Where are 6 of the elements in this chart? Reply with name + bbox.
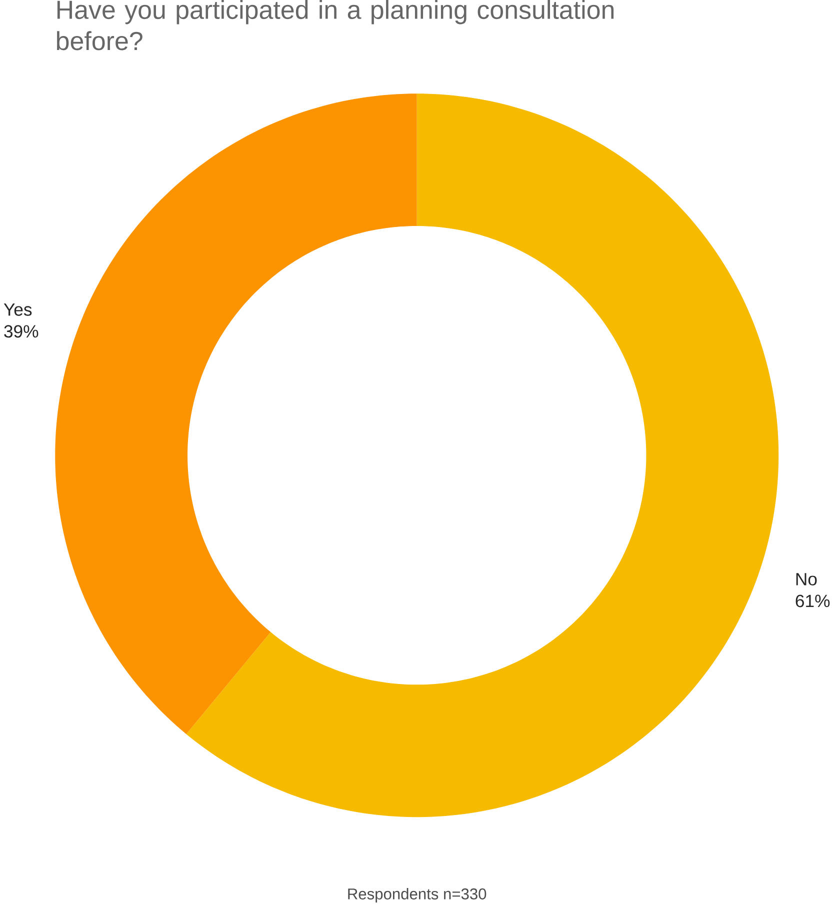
text: Respondents n=330 bbox=[348, 888, 486, 903]
data-label: 61% bbox=[796, 594, 830, 608]
chart-title: Have you participated in a planning consultation before? bbox=[57, 0, 614, 50]
data-label: 39% bbox=[4, 325, 38, 338]
slice-label: Yes bbox=[4, 303, 32, 316]
slice-label: No bbox=[796, 573, 817, 586]
